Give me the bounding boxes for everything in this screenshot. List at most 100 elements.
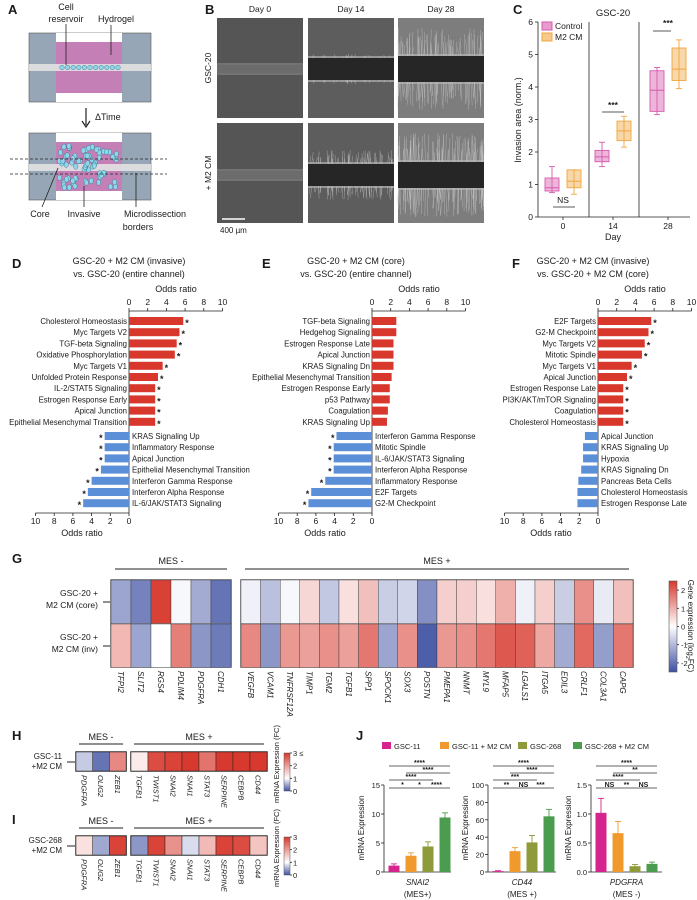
cell-icon	[91, 162, 97, 169]
significance-star: *	[179, 340, 183, 350]
row-label: GSC-11	[34, 752, 63, 761]
y-axis-label: Invasion area (norm.)	[513, 77, 523, 163]
term-label: Estrogen Response Early	[282, 384, 371, 393]
significance-star: *	[653, 318, 657, 328]
significance-star: *	[165, 363, 169, 373]
heatmap-cell	[593, 623, 614, 668]
microscopy-image	[308, 123, 394, 223]
colorbar-tick-label: 0	[293, 787, 297, 796]
group-label: (MES +)	[507, 890, 537, 899]
bar	[405, 855, 417, 872]
group-label: MES +	[185, 816, 212, 826]
heatmap-cell	[280, 623, 301, 668]
significance-star: *	[157, 408, 161, 418]
bottom-tick-label: 6	[71, 516, 76, 526]
bar	[526, 842, 538, 872]
x-tick-label: 14	[608, 221, 618, 231]
top-tick-label: 8	[444, 297, 449, 307]
cell-icon	[99, 172, 104, 179]
term-label: Cholesterol Homeostasis	[601, 488, 688, 497]
heatmap-cell	[75, 835, 93, 856]
colorbar-tick-label: 3	[293, 833, 297, 842]
term-label: IL-6/JAK/STAT3 Signaling	[375, 454, 464, 463]
bottom-tick-label: 0	[370, 516, 375, 526]
enriched-bar	[598, 328, 649, 337]
heatmap-cell	[456, 579, 477, 624]
heatmap-cell	[495, 579, 516, 624]
heatmap-cell	[593, 579, 614, 624]
gene-label: SNAI1	[186, 859, 195, 881]
enriched-bar	[598, 361, 632, 370]
y-tick-label: 0	[376, 868, 380, 877]
term-label: Pancreas Beta Cells	[601, 477, 672, 486]
heatmap-cell	[164, 835, 183, 856]
cell-icon	[86, 145, 92, 152]
row-label: GSC-268	[29, 836, 63, 845]
gene-label: SPP1	[363, 671, 372, 691]
top-tick-label: 8	[201, 297, 206, 307]
term-label: TGF-beta Signaling	[59, 339, 127, 348]
colorbar	[668, 580, 678, 673]
row-label: +M2 CM	[32, 846, 63, 855]
significance-star: *	[650, 329, 654, 339]
y-tick-label: 3	[528, 115, 533, 125]
bottom-tick-label: 8	[521, 516, 526, 526]
heatmap-cell	[476, 579, 497, 624]
gene-label: PDLIM4	[176, 671, 185, 700]
arrow-head-icon	[81, 120, 91, 129]
term-label: KRAS Signaling Up	[302, 418, 370, 427]
significance-star: *	[328, 455, 332, 465]
panel-label: F	[512, 256, 520, 271]
bottom-tick-label: 4	[89, 516, 94, 526]
heatmap-cell	[240, 623, 261, 668]
depleted-bar	[87, 488, 129, 496]
significance-label: ***	[511, 774, 519, 781]
gene-label: TIMP1	[305, 671, 314, 695]
gene-label: PDGFRA	[79, 775, 88, 806]
box-control	[544, 166, 560, 194]
heatmap-cell	[75, 751, 93, 772]
depleted-bar	[333, 443, 372, 452]
bottom-tick-label: 8	[295, 516, 300, 526]
group-label: MES -	[158, 556, 183, 566]
term-label: E2F Targets	[554, 317, 596, 326]
heatmap-cell	[436, 579, 457, 624]
group-label: MES +	[185, 732, 212, 742]
gene-label: POSTN	[422, 671, 431, 699]
top-tick-label: 6	[183, 297, 188, 307]
heatmap-cell	[613, 623, 634, 668]
colorbar-tick-label: 0	[293, 871, 297, 880]
cell-icon	[58, 149, 63, 156]
gene-label: ITGA5	[540, 671, 549, 695]
bar	[543, 816, 555, 872]
gene-label: TGFB1	[344, 671, 353, 697]
significance-label: NS	[639, 782, 649, 789]
term-label: Hedgehog Signaling	[300, 328, 370, 337]
top-tick-label: 2	[145, 297, 150, 307]
significance-label: **	[504, 782, 510, 789]
bottom-tick-label: 8	[52, 516, 57, 526]
y-tick-label: 6	[528, 17, 533, 27]
cell-icon	[80, 147, 86, 154]
top-tick-label: 8	[670, 297, 675, 307]
term-label: Inflammatory Response	[375, 477, 457, 486]
cell-icon	[115, 64, 121, 70]
significance-label: ****	[431, 782, 442, 789]
term-label: Estrogen Response Late	[510, 384, 596, 393]
panel-label: E	[262, 256, 271, 271]
enriched-bar	[598, 317, 652, 325]
cell-icon	[70, 64, 76, 70]
heatmap-cell	[338, 623, 359, 668]
cell-icon	[70, 177, 76, 184]
heatmap-cell	[378, 579, 399, 624]
cell-icon	[70, 155, 76, 162]
heatmap-cell	[150, 623, 172, 668]
enriched-bar	[129, 350, 175, 359]
significance-star: *	[303, 500, 307, 510]
heatmap-cell	[164, 751, 183, 772]
heatmap-cell	[147, 835, 166, 856]
cell-icon	[88, 177, 94, 184]
significance-star: *	[160, 374, 164, 384]
gene-label: ZEB1	[113, 858, 122, 878]
